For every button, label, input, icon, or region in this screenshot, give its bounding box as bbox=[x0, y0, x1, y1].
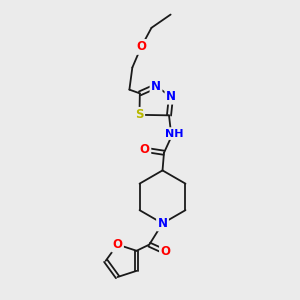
Text: NH: NH bbox=[165, 129, 184, 139]
Text: N: N bbox=[158, 217, 167, 230]
Text: N: N bbox=[151, 80, 161, 93]
Text: O: O bbox=[140, 143, 150, 156]
Text: O: O bbox=[136, 40, 146, 53]
Text: O: O bbox=[160, 245, 170, 259]
Text: O: O bbox=[112, 238, 122, 251]
Text: N: N bbox=[166, 90, 176, 103]
Text: S: S bbox=[135, 108, 144, 121]
